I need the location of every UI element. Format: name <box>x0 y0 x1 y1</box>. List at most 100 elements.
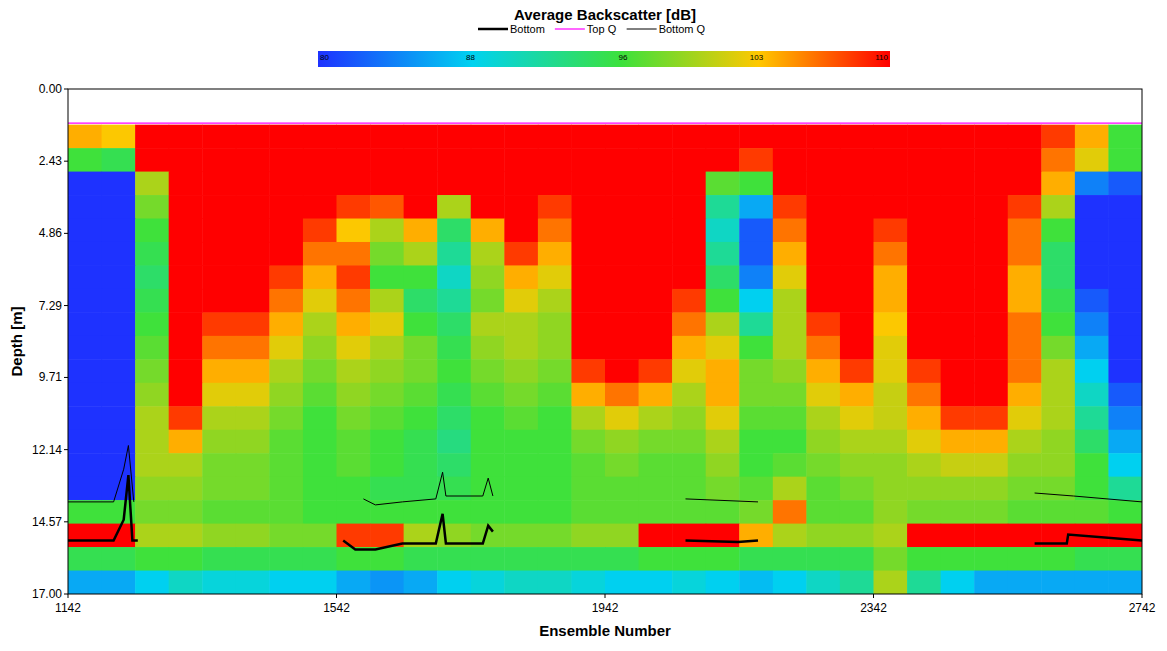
cell <box>504 359 538 383</box>
cell <box>706 359 740 383</box>
cell <box>874 359 908 383</box>
plot-area <box>68 123 1142 594</box>
title: Average Backscatter [dB] <box>514 6 696 23</box>
cell <box>102 265 136 289</box>
cell <box>806 524 840 548</box>
cell <box>874 453 908 477</box>
cell <box>169 500 203 524</box>
cell <box>605 289 639 313</box>
cell <box>571 406 605 430</box>
cell <box>1108 172 1142 196</box>
cell <box>639 500 673 524</box>
cell <box>840 289 874 313</box>
colorbar-tick-label: 88 <box>466 53 475 62</box>
cell <box>706 148 740 172</box>
cell <box>68 571 102 594</box>
cell <box>840 242 874 266</box>
y-tick-label: 2.43 <box>39 154 63 168</box>
cell <box>941 195 975 219</box>
cell <box>1108 195 1142 219</box>
cell <box>437 430 471 454</box>
cell <box>571 265 605 289</box>
cell <box>1075 336 1109 360</box>
cell <box>538 524 572 548</box>
colorbar-tick-label: 103 <box>750 53 764 62</box>
cell <box>672 547 706 571</box>
cell <box>202 383 236 407</box>
cell <box>437 547 471 571</box>
cell <box>303 500 337 524</box>
cell <box>169 383 203 407</box>
cell <box>1008 359 1042 383</box>
y-tick <box>64 377 68 378</box>
cell <box>806 265 840 289</box>
cell <box>1108 125 1142 149</box>
cell <box>874 571 908 594</box>
cell <box>941 242 975 266</box>
cell <box>605 265 639 289</box>
cell <box>437 289 471 313</box>
cell <box>102 430 136 454</box>
cell <box>941 312 975 336</box>
cell <box>202 547 236 571</box>
cell <box>1075 289 1109 313</box>
cell <box>806 500 840 524</box>
cell <box>202 571 236 594</box>
cell <box>1008 406 1042 430</box>
cell <box>874 430 908 454</box>
cell <box>538 242 572 266</box>
cell <box>1075 571 1109 594</box>
cell <box>538 430 572 454</box>
cell <box>102 359 136 383</box>
cell <box>538 219 572 243</box>
cell <box>169 172 203 196</box>
cell <box>773 242 807 266</box>
cell <box>404 430 438 454</box>
plot-frame <box>68 89 1142 594</box>
cell <box>169 125 203 149</box>
cell <box>404 312 438 336</box>
cell <box>404 571 438 594</box>
cell <box>538 477 572 501</box>
cell <box>773 265 807 289</box>
cell <box>739 359 773 383</box>
cell <box>68 547 102 571</box>
cell <box>337 195 371 219</box>
cell <box>102 195 136 219</box>
cell <box>840 383 874 407</box>
cell <box>68 148 102 172</box>
cell <box>404 148 438 172</box>
cell <box>169 524 203 548</box>
cell <box>102 219 136 243</box>
cell <box>504 148 538 172</box>
cell <box>538 148 572 172</box>
cell <box>538 265 572 289</box>
cell <box>135 125 169 149</box>
cell <box>269 547 303 571</box>
cell <box>773 453 807 477</box>
cell <box>1041 383 1075 407</box>
cell <box>236 195 270 219</box>
cell <box>1075 312 1109 336</box>
cell <box>471 289 505 313</box>
legend-label: Bottom <box>510 23 545 35</box>
cell <box>806 148 840 172</box>
cell <box>337 148 371 172</box>
cell <box>471 500 505 524</box>
cell <box>941 172 975 196</box>
cell <box>941 336 975 360</box>
cell <box>437 571 471 594</box>
cell <box>303 312 337 336</box>
cell <box>1108 571 1142 594</box>
cell <box>337 547 371 571</box>
cell <box>806 125 840 149</box>
y-tick <box>64 305 68 306</box>
cell <box>1041 571 1075 594</box>
cell <box>706 453 740 477</box>
cell <box>706 524 740 548</box>
cell <box>1075 265 1109 289</box>
cell <box>840 430 874 454</box>
cell <box>739 406 773 430</box>
cell <box>303 359 337 383</box>
cell <box>504 406 538 430</box>
